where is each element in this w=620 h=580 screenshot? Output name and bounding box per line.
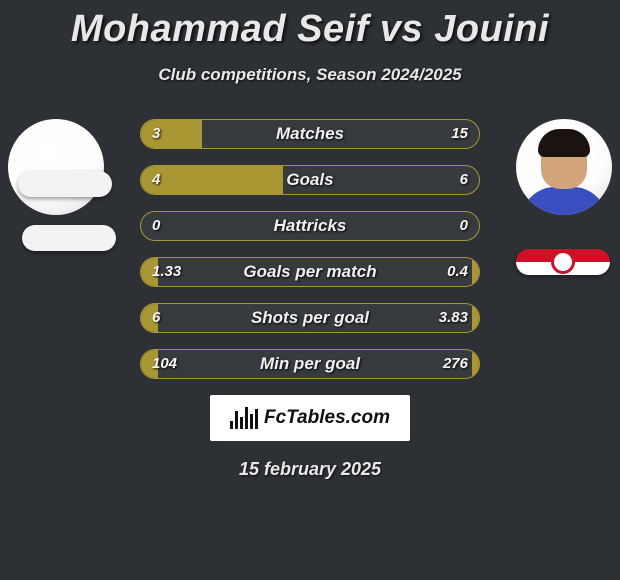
stat-row: Shots per goal6 3.83: [140, 303, 480, 333]
stat-label: Matches: [140, 119, 480, 149]
stat-row: Matches3 15: [140, 119, 480, 149]
stat-value-right: 15: [451, 119, 468, 149]
stat-value-right: 276: [443, 349, 468, 379]
player-right-flag: [516, 249, 610, 275]
stat-value-left: 104: [152, 349, 177, 379]
player-left-flag-2: [22, 225, 116, 251]
stat-value-right: 0: [460, 211, 468, 241]
stat-row: Min per goal104 276: [140, 349, 480, 379]
stat-value-left: 3: [152, 119, 160, 149]
player-left-flag: [18, 171, 112, 197]
stat-value-left: 4: [152, 165, 160, 195]
page-title: Mohammad Seif vs Jouini: [0, 0, 620, 51]
logo-bars-icon: [230, 407, 258, 429]
stat-value-left: 0: [152, 211, 160, 241]
stat-value-right: 6: [460, 165, 468, 195]
stat-value-left: 1.33: [152, 257, 181, 287]
logo-text: FcTables.com: [264, 407, 390, 429]
stat-bars: Matches3 15 Goals4 6 Hattricks0 0 Goals per ma…: [140, 119, 480, 379]
stat-value-right: 3.83: [439, 303, 468, 333]
source-logo: FcTables.com: [210, 395, 410, 441]
comparison-chart: Matches3 15 Goals4 6 Hattricks0 0 Goals per ma…: [0, 119, 620, 379]
stat-label: Min per goal: [140, 349, 480, 379]
player-right-avatar: [516, 119, 612, 215]
stat-value-left: 6: [152, 303, 160, 333]
stat-label: Goals: [140, 165, 480, 195]
subtitle: Club competitions, Season 2024/2025: [0, 65, 620, 85]
stat-row: Goals per match1.33 0.4: [140, 257, 480, 287]
player-left-avatar: [8, 119, 104, 215]
stat-row: Goals4 6: [140, 165, 480, 195]
stat-label: Goals per match: [140, 257, 480, 287]
snapshot-date: 15 february 2025: [0, 459, 620, 480]
stat-label: Shots per goal: [140, 303, 480, 333]
stat-value-right: 0.4: [447, 257, 468, 287]
stat-row: Hattricks0 0: [140, 211, 480, 241]
stat-label: Hattricks: [140, 211, 480, 241]
